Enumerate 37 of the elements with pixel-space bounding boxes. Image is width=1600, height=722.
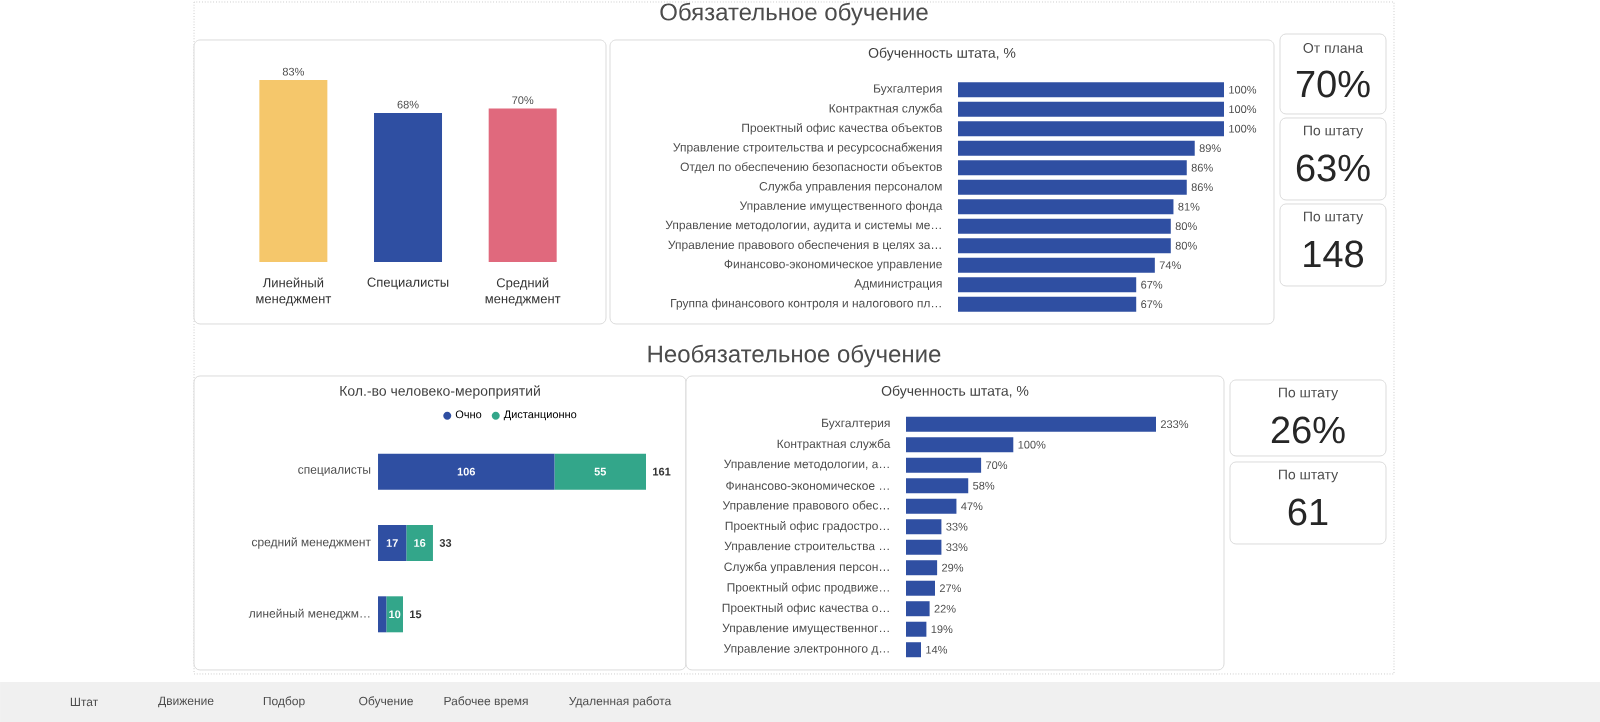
bar (958, 121, 1224, 137)
text: 26% (1271, 416, 1345, 444)
bar (958, 257, 1155, 273)
bar (906, 498, 957, 514)
bar (958, 238, 1171, 254)
bar (958, 82, 1224, 98)
bar (906, 580, 935, 596)
bar (378, 524, 407, 561)
bar (906, 601, 930, 617)
text: Обязательное обучение (660, 2, 928, 26)
bar (958, 296, 1137, 312)
bar (906, 416, 1156, 432)
text: 70% (1296, 70, 1370, 98)
bar (906, 621, 927, 637)
bar (958, 199, 1174, 215)
bar (906, 560, 938, 576)
bar (906, 642, 922, 658)
text: Необязательное обучение (648, 344, 941, 368)
text: 61 (1288, 498, 1328, 526)
bar (378, 453, 555, 490)
bar (906, 437, 1014, 453)
bar (386, 596, 403, 633)
bar (906, 539, 942, 555)
bar (958, 179, 1187, 195)
bar (958, 160, 1187, 176)
bar (958, 101, 1224, 117)
bar (554, 453, 647, 490)
text: 63% (1296, 154, 1370, 182)
bar (958, 218, 1171, 234)
bar (378, 596, 387, 633)
text: 148 (1304, 240, 1364, 268)
bar (958, 140, 1195, 156)
bar (958, 277, 1137, 293)
bar (906, 478, 969, 494)
bar (906, 519, 942, 535)
bar (906, 457, 982, 473)
bar (406, 524, 433, 561)
